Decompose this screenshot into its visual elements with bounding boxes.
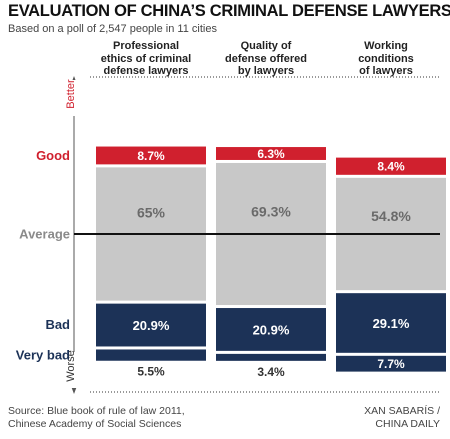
axis-label-worse: Worse [65,350,77,382]
bar-bad-3 [336,293,446,353]
row-label-good: Good [36,148,70,163]
row-label-very-bad: Very bad [16,348,70,363]
label-bad-3: 29.1% [373,316,410,331]
column-header-conditions: Working conditions of lawyers [358,40,414,77]
bar-very-bad-1 [96,349,206,361]
label-average-3: 54.8% [371,208,411,224]
label-good-1: 8.7% [137,149,165,163]
bar-good-3 [336,157,446,175]
chart-title: EVALUATION OF CHINA’S CRIMINAL DEFENSE L… [8,2,450,20]
label-good-2: 6.3% [257,147,285,161]
chart-subtitle: Based on a poll of 2,547 people in 11 ci… [8,23,217,35]
label-average-2: 69.3% [251,203,291,219]
row-label-bad: Bad [45,317,70,332]
axis-label-better: Better [65,79,77,109]
bar-good-2 [216,147,326,160]
bar-very-bad-3 [336,355,446,372]
label-bad-2: 20.9% [253,322,290,337]
bar-bad-2 [216,308,326,351]
bar-bad-1 [96,303,206,347]
column-header-ethics: Professional ethics of criminal defense la… [100,40,192,77]
axis-bottom-knockout [68,352,80,388]
label-very-bad-3: 7.7% [377,357,405,371]
average-label-knockout [10,225,72,243]
column-header-quality: Quality of defense offered by lawyers [225,40,307,77]
credit-note: XAN SABARÍS / CHINA DAILY [364,405,440,430]
label-very-bad-2: 3.4% [257,365,285,379]
label-very-bad-1: 5.5% [137,365,165,379]
source-note: Source: Blue book of rule of law 2011, Ch… [8,405,185,430]
row-label-average: Average [19,227,70,242]
bar-very-bad-2 [216,353,326,361]
bar-good-1 [96,146,206,165]
label-bad-1: 20.9% [133,318,170,333]
label-average-1: 65% [137,205,166,221]
label-good-3: 8.4% [377,160,405,174]
axis-top-knockout [68,80,80,116]
